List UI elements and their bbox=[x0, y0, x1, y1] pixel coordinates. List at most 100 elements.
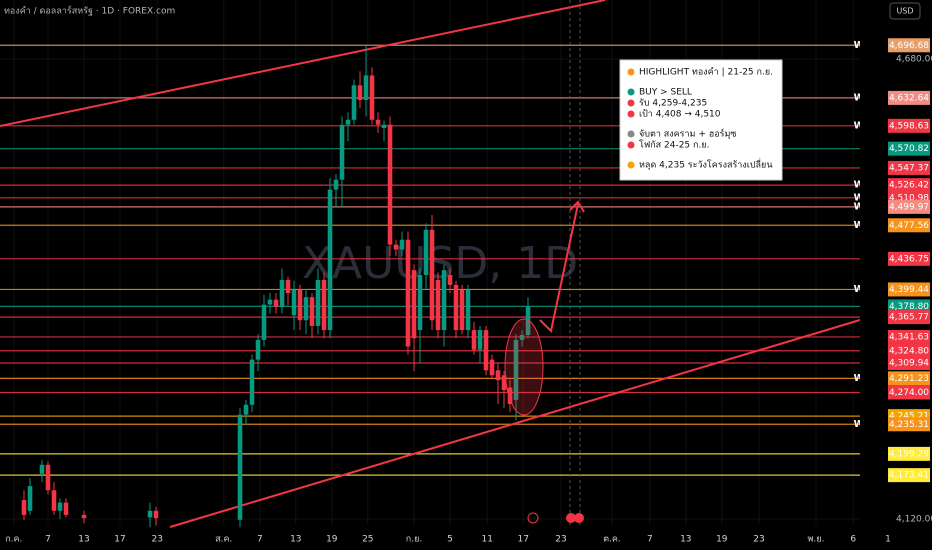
candle-body bbox=[465, 289, 471, 331]
note-line: HIGHLIGHT ทองคำ | 21-25 ก.ย. bbox=[639, 67, 773, 78]
note-box: HIGHLIGHT ทองคำ | 21-25 ก.ย. BUY > SELLรั… bbox=[619, 59, 783, 181]
candle-body bbox=[237, 414, 243, 520]
candle-body bbox=[417, 275, 423, 331]
level-label-bg bbox=[888, 310, 930, 325]
candle-body bbox=[381, 124, 387, 128]
candle-body bbox=[57, 502, 63, 511]
level-label-bg bbox=[888, 160, 930, 175]
note-line: จับตา สงคราม + ฮอร์มุซ bbox=[639, 128, 737, 140]
candle-body bbox=[339, 124, 345, 180]
level-label: 4,696.68 bbox=[889, 41, 929, 51]
event-icon[interactable] bbox=[566, 513, 576, 523]
level-label: 4,378.80 bbox=[889, 302, 929, 312]
level-label: 4,341.63 bbox=[889, 332, 929, 342]
level-label-bg bbox=[888, 118, 930, 133]
candle-body bbox=[267, 299, 273, 305]
highlight-ellipse bbox=[504, 318, 544, 416]
level-label: 4,436.75 bbox=[889, 254, 929, 264]
candle-body bbox=[363, 75, 369, 101]
level-label: 4,365.77 bbox=[889, 313, 929, 323]
trend-line bbox=[169, 319, 861, 528]
candle-body bbox=[333, 179, 339, 190]
level-label-bg bbox=[888, 199, 930, 214]
candle-body bbox=[489, 359, 495, 376]
level-label-bg bbox=[888, 417, 930, 432]
x-tick-label: ส.ค. bbox=[215, 535, 232, 545]
candle-body bbox=[279, 279, 285, 308]
candle-body bbox=[411, 270, 417, 339]
level-label-bg bbox=[888, 282, 930, 297]
note-icon bbox=[627, 88, 635, 96]
trend-line bbox=[0, 0, 606, 127]
note-icon bbox=[627, 110, 635, 118]
candle-body bbox=[453, 284, 459, 331]
candle-body bbox=[447, 275, 453, 285]
candle-body bbox=[39, 464, 45, 474]
candle-body bbox=[285, 279, 291, 294]
level-label: 4,291.23 bbox=[889, 374, 929, 384]
level-label: 4,173.41 bbox=[889, 471, 929, 481]
level-label: 4,245.21 bbox=[889, 412, 929, 422]
level-label: 4,477.56 bbox=[889, 221, 929, 231]
candles bbox=[21, 45, 531, 528]
currency-box[interactable] bbox=[889, 2, 921, 20]
note-icon bbox=[627, 99, 635, 107]
note-line: โฟกัส 24-25 ก.ย. bbox=[639, 140, 709, 151]
level-label-bg bbox=[888, 141, 930, 156]
level-label-bg bbox=[888, 371, 930, 386]
level-label-bg bbox=[888, 251, 930, 266]
level-label-bg bbox=[888, 38, 930, 53]
level-label: 4,570.82 bbox=[889, 144, 929, 154]
y-tick-label: 4,680.00 bbox=[896, 54, 932, 64]
x-tick-label: 23 bbox=[555, 535, 566, 545]
x-tick-label: 23 bbox=[753, 535, 764, 545]
x-axis: ก.ค. 7 13 17 23 ส.ค. 7 13 19 25 ก.ย. 5 11 17 23 ต.ค. 7 13… bbox=[5, 535, 891, 545]
note-line: รับ 4,259-4,235 bbox=[639, 99, 707, 109]
arrow-head bbox=[569, 200, 585, 213]
level-label: 4,235.31 bbox=[889, 420, 929, 430]
candle-body bbox=[471, 330, 477, 350]
level-label: 4,510.98 bbox=[889, 193, 929, 203]
candle-body bbox=[147, 510, 153, 518]
x-tick-label: ก.ย. bbox=[406, 535, 422, 545]
candle-body bbox=[435, 279, 441, 331]
currency[interactable]: USD bbox=[896, 7, 913, 16]
price-scale-labels: 4,680.00 4,120.00 4,696.68 4,632.64 4,598.63… bbox=[888, 38, 932, 525]
level-label: 4,526.42 bbox=[889, 181, 929, 191]
event-icon[interactable] bbox=[574, 513, 584, 523]
x-tick-label: 7 bbox=[647, 535, 653, 545]
note-line: หลุด 4,235 ระวังโครงสร้างเปลี่ยน bbox=[639, 158, 772, 171]
note-icon bbox=[627, 141, 635, 149]
candle-body bbox=[309, 297, 315, 326]
price-scale bbox=[860, 0, 932, 550]
candle-body bbox=[495, 370, 501, 381]
level-label: 4,274.00 bbox=[889, 388, 929, 398]
level-label-bg bbox=[888, 446, 930, 461]
level-label: 4,309.94 bbox=[889, 358, 929, 368]
x-tick-label: 5 bbox=[447, 535, 453, 545]
level-label-bg bbox=[888, 343, 930, 358]
candle-body bbox=[273, 299, 279, 308]
level-label-bg bbox=[888, 218, 930, 233]
x-tick-label: 7 bbox=[257, 535, 263, 545]
x-tick-label: 17 bbox=[517, 535, 528, 545]
level-label-bg bbox=[888, 329, 930, 344]
x-tick-label: 13 bbox=[78, 535, 89, 545]
level-label: 4,632.64 bbox=[889, 93, 929, 103]
level-label: 4,598.63 bbox=[889, 121, 929, 131]
candle-body bbox=[345, 119, 351, 125]
candle-body bbox=[255, 339, 261, 360]
y-tick-label: 4,120.00 bbox=[896, 515, 932, 525]
candle-body bbox=[393, 244, 399, 250]
x-tick-label: ต.ค. bbox=[603, 535, 621, 545]
chart-title: ทองคำ / ดอลลาร์สหรัฐ · 1D · FOREX.com bbox=[4, 5, 175, 17]
x-tick-label: 13 bbox=[290, 535, 301, 545]
x-tick-label: 11 bbox=[481, 535, 492, 545]
candle-body bbox=[81, 514, 87, 519]
candle-body bbox=[291, 289, 297, 316]
candle-body bbox=[399, 239, 405, 250]
event-icon[interactable] bbox=[527, 512, 539, 524]
candle-body bbox=[369, 75, 375, 120]
candle-body bbox=[315, 279, 321, 326]
